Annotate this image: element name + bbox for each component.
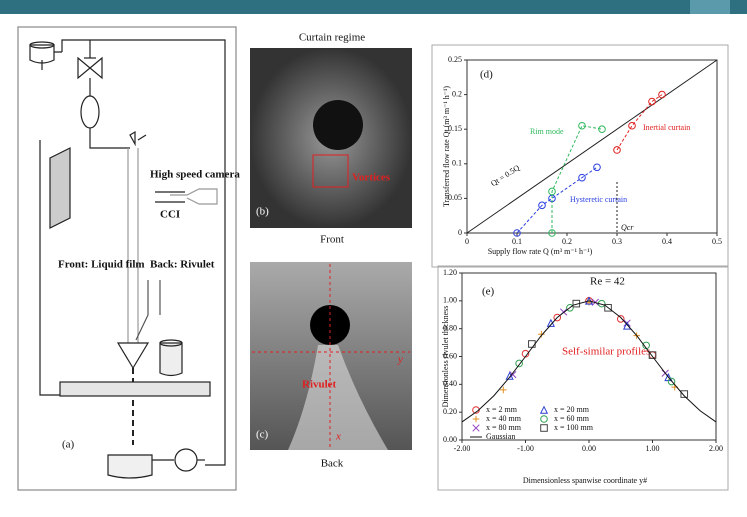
x-tick-label: 0.5	[712, 237, 722, 246]
vortices-label: Vortices	[352, 172, 391, 184]
x-tick-label: 1.00	[646, 444, 660, 453]
x-tick-label: 0.4	[662, 237, 672, 246]
photo-title: Curtain regime	[299, 32, 365, 44]
panel-label: (c)	[256, 429, 269, 441]
marker	[629, 122, 636, 129]
panel-label: (a)	[62, 439, 75, 451]
line	[467, 60, 717, 233]
camera-label: High speed camera	[150, 169, 240, 181]
chart-title: (e)	[482, 286, 495, 298]
annotation: Qt = 0.5Q	[489, 163, 521, 188]
marker	[659, 91, 666, 98]
marker	[541, 416, 548, 423]
chart-title: (d)	[480, 69, 493, 81]
annotation: Rim mode	[530, 127, 564, 136]
back-label: Back: Rivulet	[150, 259, 215, 271]
y-tick-label: 0	[458, 228, 462, 237]
legend-label: x = 60 mm	[554, 414, 590, 423]
marker	[649, 98, 656, 105]
axis-label: x	[335, 431, 341, 443]
y-tick-label: 0.00	[443, 435, 457, 444]
annotation: Inertial curtain	[643, 123, 690, 132]
x-tick-label: 0.2	[562, 237, 572, 246]
figure: High speed camera CCI Front: Liquid film…	[0, 0, 747, 512]
x-tick-label: -2.00	[454, 444, 471, 453]
marker	[541, 407, 548, 414]
x-tick-label: 2.00	[709, 444, 723, 453]
y-axis-label: Transferred flow rate Qt (m³ m⁻¹ h⁻¹)	[442, 86, 451, 207]
y-tick-label: 0.25	[448, 55, 462, 64]
connector	[552, 126, 602, 233]
annotation: Self-similar profiles	[562, 346, 650, 358]
annotation: Re = 42	[590, 276, 625, 288]
legend-label: x = 20 mm	[554, 405, 590, 414]
top-bar	[0, 0, 747, 14]
annotation: Qcr	[621, 223, 634, 232]
front-label: Front: Liquid film	[58, 259, 145, 271]
annotation: Hysteretic curtain	[570, 195, 627, 204]
x-tick-label: 0.3	[612, 237, 622, 246]
x-axis-label: Supply flow rate Q (m³ m⁻¹ h⁻¹)	[488, 247, 593, 256]
panel-label: (b)	[256, 206, 269, 218]
rivulet-label: Rivulet	[302, 379, 337, 391]
chart-frame	[438, 266, 728, 490]
y-tick-label: 0.1	[452, 159, 462, 168]
y-tick-label: 1.00	[443, 296, 457, 305]
legend-label: x = 2 mm	[486, 405, 518, 414]
page: High speed camera CCI Front: Liquid film…	[0, 0, 747, 512]
x-tick-label: 0.1	[512, 237, 522, 246]
photo-caption: Back	[321, 458, 344, 470]
marker	[617, 316, 624, 323]
marker	[473, 416, 480, 423]
x-axis-label: Dimensionless spanwise coordinate y#	[523, 476, 647, 485]
y-tick-label: 1.20	[443, 268, 457, 277]
x-tick-label: -1.00	[517, 444, 534, 453]
marker	[541, 425, 548, 432]
marker	[473, 425, 480, 432]
marker	[594, 164, 601, 171]
chart-frame	[432, 45, 728, 267]
line	[462, 301, 716, 422]
photo-caption: Front	[320, 234, 344, 246]
cylinder	[313, 100, 363, 150]
cci-label: CCI	[160, 209, 180, 221]
legend-label: x = 80 mm	[486, 423, 522, 432]
axis-label: y	[397, 354, 403, 366]
marker	[529, 341, 536, 348]
x-tick-label: 0.00	[582, 444, 596, 453]
legend-label: x = 40 mm	[486, 414, 522, 423]
legend-label: x = 100 mm	[554, 423, 594, 432]
legend-label: Gaussian	[486, 432, 515, 441]
marker	[538, 331, 545, 338]
y-tick-label: 0.2	[452, 89, 462, 98]
y-axis-label: Dimensionless rivulet thickness	[441, 306, 450, 408]
top-bar-tab	[690, 0, 730, 14]
x-tick-label: 0	[465, 237, 469, 246]
